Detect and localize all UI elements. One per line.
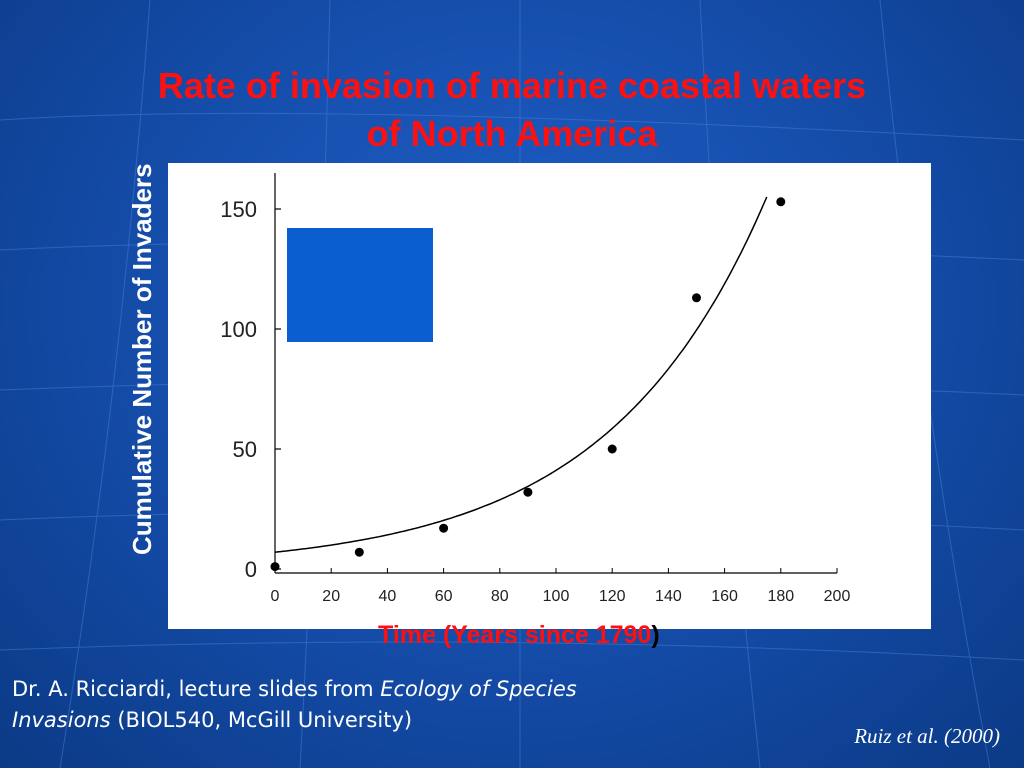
credit-text: Dr. A. Ricciardi, lecture slides from Ec…: [12, 674, 632, 736]
chart-ticks: 0 50 100 150 0 20 40 60 80 100 120 140 160 180 200: [220, 197, 850, 605]
y-tick-label: 100: [220, 317, 257, 342]
data-point: [692, 293, 701, 303]
credit-prefix: Dr. A. Ricciardi, lecture slides from: [12, 677, 381, 701]
data-point: [607, 444, 617, 454]
data-point: [523, 487, 533, 497]
y-tick-label: 150: [220, 197, 257, 222]
x-tick-label: 120: [599, 588, 626, 605]
data-points: [270, 197, 786, 572]
data-point: [439, 523, 449, 533]
x-tick-label: 20: [322, 588, 340, 605]
citation: Ruiz et al. (2000): [854, 724, 1000, 748]
x-tick-label: 0: [271, 588, 280, 605]
x-tick-label: 180: [767, 588, 794, 605]
overlay-box: [287, 228, 433, 342]
x-tick-label: 60: [435, 588, 453, 605]
title-line-2: of North America: [366, 113, 658, 154]
x-tick-label: 80: [491, 588, 509, 605]
y-axis-label: Cumulative Number of Invaders: [127, 163, 157, 555]
x-axis-label-close: ): [651, 621, 660, 649]
chart-panel: 0 50 100 150 0 20 40 60 80 100 120 140 160 180 200: [168, 163, 931, 629]
data-point: [354, 547, 364, 557]
x-axis-label: Time (Years since 1790): [378, 621, 660, 650]
credit-suffix: (BIOL540, McGill University): [110, 708, 413, 732]
x-tick-label: 160: [711, 588, 738, 605]
slide-title: Rate of invasion of marine coastal water…: [40, 62, 984, 158]
title-line-1: Rate of invasion of marine coastal water…: [157, 65, 867, 106]
y-tick-label: 0: [245, 557, 257, 582]
fit-curve: [274, 196, 768, 553]
x-tick-label: 200: [824, 588, 851, 605]
data-point: [776, 197, 786, 207]
data-point: [270, 562, 280, 572]
x-tick-label: 40: [379, 588, 397, 605]
x-tick-label: 100: [543, 588, 570, 605]
x-tick-label: 140: [655, 588, 682, 605]
y-tick-label: 50: [233, 437, 257, 462]
x-axis-label-main: Time (Years since 1790: [378, 621, 652, 649]
scatter-chart: 0 50 100 150 0 20 40 60 80 100 120 140 160 180 200: [220, 173, 850, 605]
credit-book-title: Ecology of Species Invasions: [12, 677, 577, 732]
